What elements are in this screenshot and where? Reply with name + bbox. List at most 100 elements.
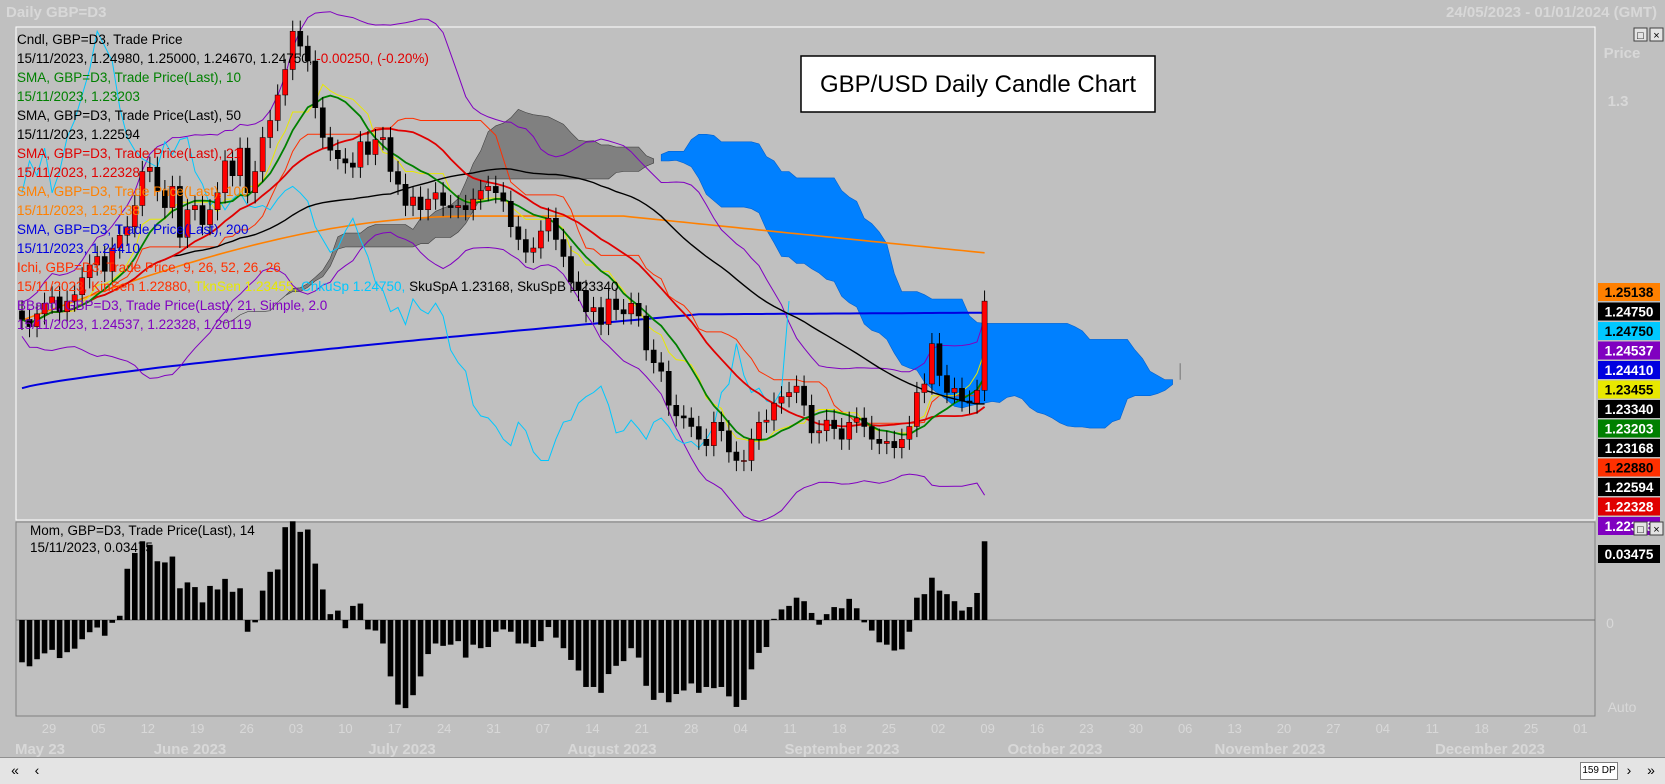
- legend-line-4: SMA, GBP=D3, Trade Price(Last), 50: [17, 108, 241, 123]
- candle-body: [214, 192, 221, 210]
- panel-maximize-button[interactable]: [1633, 521, 1648, 536]
- time-scrollbar[interactable]: « ‹ 159 DP › »: [0, 757, 1665, 784]
- candle-body: [169, 186, 176, 208]
- price-tag-8: 1.23168: [1605, 441, 1654, 456]
- momentum-bar: [395, 620, 401, 705]
- momentum-bar: [19, 620, 25, 663]
- momentum-bar: [64, 620, 70, 653]
- candle-body: [771, 402, 777, 421]
- candle-body: [440, 192, 446, 206]
- candle-body: [710, 422, 717, 446]
- momentum-bar: [846, 598, 852, 620]
- candle-body: [515, 226, 522, 240]
- candle-body: [342, 158, 349, 164]
- price-tag-bg: [1598, 283, 1660, 301]
- panel-close-button[interactable]: [1649, 521, 1664, 536]
- candle-body: [921, 383, 928, 393]
- momentum-bar: [184, 582, 191, 620]
- momentum-bar: [899, 620, 905, 650]
- candle-body: [146, 167, 153, 172]
- candle-body: [237, 147, 243, 176]
- x-tick-label: 19: [190, 721, 204, 736]
- x-tick-label: 28: [684, 721, 698, 736]
- candle-body: [86, 264, 93, 278]
- datapoints-box[interactable]: 159 DP: [1580, 762, 1618, 780]
- momentum-bar: [139, 541, 146, 620]
- candle-body: [598, 307, 604, 325]
- candle-body: [477, 190, 484, 200]
- candle-body: [222, 160, 228, 193]
- price-tag-bg: [1598, 341, 1660, 360]
- legend-line-11: 15/11/2023, 1.24410: [17, 241, 140, 256]
- candle-body: [733, 451, 740, 461]
- price-tag-bg: [1598, 380, 1660, 399]
- x-tick-label: 03: [289, 721, 303, 736]
- x-tick-label: 07: [536, 721, 550, 736]
- date-range: 24/05/2023 - 01/01/2024 (GMT): [1446, 4, 1657, 21]
- legend-line-5: 15/11/2023, 1.22594: [17, 127, 140, 142]
- ichimoku-cloud-1: [660, 134, 1173, 429]
- candle-body: [718, 422, 725, 431]
- x-tick-label: 13: [1227, 721, 1241, 736]
- month-label: October 2023: [1007, 741, 1102, 757]
- sma-200-line: [21, 311, 985, 390]
- candle-body: [545, 218, 552, 232]
- momentum-bar: [696, 620, 702, 693]
- kijun-sen-line: [21, 117, 986, 424]
- momentum-bar: [116, 615, 123, 620]
- momentum-bar: [41, 620, 48, 654]
- candle-body: [560, 239, 567, 257]
- candle-body: [252, 171, 258, 193]
- price-tag-0: 1.25138: [1605, 285, 1654, 300]
- momentum-bar: [530, 620, 537, 648]
- candle-body: [124, 226, 131, 236]
- x-tick-label: 18: [1474, 721, 1488, 736]
- candle-body: [64, 300, 70, 312]
- momentum-bar: [628, 620, 634, 649]
- panel-close-button[interactable]: [1649, 27, 1664, 42]
- legend-line-15: 15/11/2023, 1.24537, 1.22328, 1.20119: [17, 317, 251, 332]
- scroll-last-button[interactable]: »: [1647, 762, 1655, 778]
- momentum-bar: [816, 620, 822, 625]
- candle-body: [756, 422, 762, 440]
- legend-line-3: 15/11/2023, 1.23203: [17, 89, 140, 104]
- scroll-right-button[interactable]: ›: [1626, 762, 1632, 778]
- candle-body: [658, 362, 665, 372]
- candle-body: [395, 171, 401, 185]
- scroll-left-button[interactable]: ‹: [34, 762, 40, 778]
- candle-body: [538, 230, 544, 249]
- scroll-first-button[interactable]: «: [11, 762, 19, 778]
- x-tick-label: 25: [882, 721, 896, 736]
- price-tag-3: 1.24537: [1605, 344, 1654, 359]
- candle-body: [350, 162, 356, 168]
- momentum-bar: [560, 620, 567, 649]
- x-tick-label: 12: [141, 721, 155, 736]
- candle-body: [786, 392, 792, 397]
- month-label: September 2023: [784, 741, 899, 757]
- momentum-bar: [906, 620, 913, 632]
- x-tick-label: 02: [931, 721, 945, 736]
- window-titlebar: Daily GBP=D3 24/05/2023 - 01/01/2024 (GM…: [0, 0, 1665, 26]
- momentum-bar: [658, 620, 664, 693]
- candle-body: [695, 426, 702, 440]
- panel-maximize-button[interactable]: [1633, 27, 1648, 42]
- legend-line-6: SMA, GBP=D3, Trade Price(Last), 21: [17, 146, 241, 161]
- candle-body: [838, 428, 845, 440]
- momentum-bar: [485, 620, 492, 648]
- candle-body: [154, 167, 161, 191]
- candle-body: [207, 209, 213, 225]
- x-tick-label: 18: [832, 721, 846, 736]
- x-tick-label: 11: [1425, 721, 1439, 736]
- candle-body: [319, 107, 326, 138]
- momentum-bar: [357, 603, 364, 620]
- candle-body: [365, 141, 371, 155]
- candle-body: [109, 247, 116, 272]
- month-label: July 2023: [368, 741, 436, 757]
- momentum-bar: [673, 620, 680, 695]
- candle-chart[interactable]: Cndl, GBP=D3, Trade Price 15/11/2023, 1.2…: [0, 0, 1665, 757]
- momentum-bar: [944, 594, 950, 620]
- candle-body: [26, 319, 33, 327]
- momentum-bar: [921, 594, 928, 620]
- candle-body: [372, 139, 379, 155]
